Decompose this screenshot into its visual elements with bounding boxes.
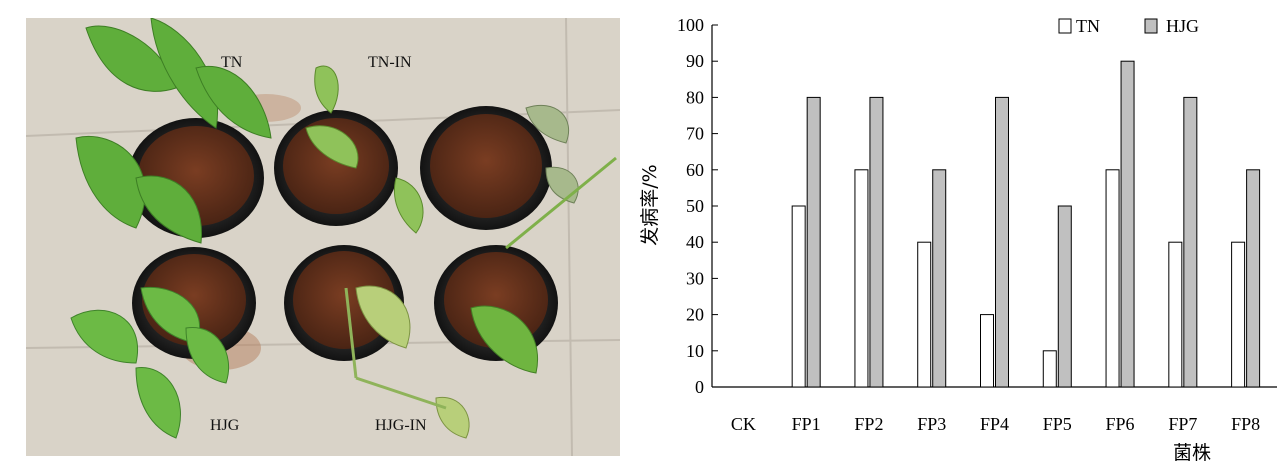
bar-hjg-fp6 <box>1120 60 1135 388</box>
pot-hjg-in <box>284 245 404 361</box>
x-tick-label: FP1 <box>792 414 821 434</box>
photo-label-tn-in: TN-IN <box>368 54 412 71</box>
y-tick-label: 30 <box>686 268 704 288</box>
bar-hjg-fp1 <box>806 96 821 388</box>
bar-tn-fp4 <box>980 314 994 388</box>
y-tick-label: 90 <box>686 51 704 71</box>
hjg-leaves <box>70 286 230 439</box>
legend-swatch-tn <box>1058 18 1072 34</box>
y-tick-label: 20 <box>686 305 704 325</box>
x-tick-label: FP6 <box>1106 414 1135 434</box>
y-tick-labels: 0 10 20 30 40 50 60 70 80 90 100 <box>677 15 704 397</box>
bar-tn-fp5 <box>1042 350 1057 388</box>
y-tick-label: 10 <box>686 341 704 361</box>
bar-tn-fp2 <box>854 169 869 388</box>
photo-label-hjg: HJG <box>210 417 240 434</box>
pot6-leaves <box>470 305 538 374</box>
bar-hjg-fp8 <box>1246 169 1261 388</box>
x-tick-labels: CK FP1 FP2 FP3 FP4 FP5 FP6 FP7 FP8 <box>731 414 1260 434</box>
y-tick-label: 100 <box>677 15 704 35</box>
bar-tn-fp3 <box>917 241 932 388</box>
plant-photo: TN TN-IN HJG HJG-IN <box>26 18 620 456</box>
legend-label-hjg: HJG <box>1166 16 1199 36</box>
legend-swatch-hjg <box>1144 18 1158 34</box>
x-axis-label: 菌株 <box>1173 442 1211 463</box>
tn-in-leaves <box>305 65 424 234</box>
bar-tn-fp7 <box>1168 241 1183 388</box>
x-tick-label: FP7 <box>1168 414 1197 434</box>
x-tick-label: FP8 <box>1231 414 1260 434</box>
bar-chart: CK FP1 FP2 FP3 FP4 FP5 FP6 FP7 FP8 0 10 20 30 40 50 60… <box>639 15 1277 463</box>
y-tick-label: 40 <box>686 232 704 252</box>
photo-label-tn: TN <box>221 54 243 71</box>
y-axis <box>711 24 718 388</box>
bar-hjg-fp2 <box>869 96 884 388</box>
bar-tn-fp8 <box>1231 241 1246 388</box>
x-tick-label: FP2 <box>854 414 883 434</box>
legend-label-tn: TN <box>1076 16 1100 36</box>
tn-leaves <box>75 18 272 244</box>
pot-tn-in <box>274 110 398 226</box>
bar-tn-fp6 <box>1105 169 1120 388</box>
y-tick-label: 70 <box>686 124 704 144</box>
bar-hjg-fp4 <box>995 96 1009 388</box>
bar-hjg-fp3 <box>932 169 947 388</box>
x-tick-label: FP4 <box>980 414 1009 434</box>
bar-hjg-fp5 <box>1057 205 1072 388</box>
bar-hjg-fp7 <box>1183 96 1198 388</box>
y-tick-label: 50 <box>686 196 704 216</box>
y-tick-label: 80 <box>686 87 704 107</box>
y-tick-label: 60 <box>686 160 704 180</box>
pot-3 <box>420 106 552 230</box>
y-axis-label: 发病率/% <box>639 164 661 245</box>
bar-tn-fp1 <box>791 205 806 388</box>
x-tick-label: FP5 <box>1043 414 1072 434</box>
x-tick-label: CK <box>731 414 756 434</box>
photo-label-hjg-in: HJG-IN <box>375 417 427 434</box>
x-tick-label: FP3 <box>917 414 946 434</box>
y-tick-label: 0 <box>695 377 704 397</box>
bars <box>791 60 1261 388</box>
legend: TN HJG <box>1058 16 1199 36</box>
